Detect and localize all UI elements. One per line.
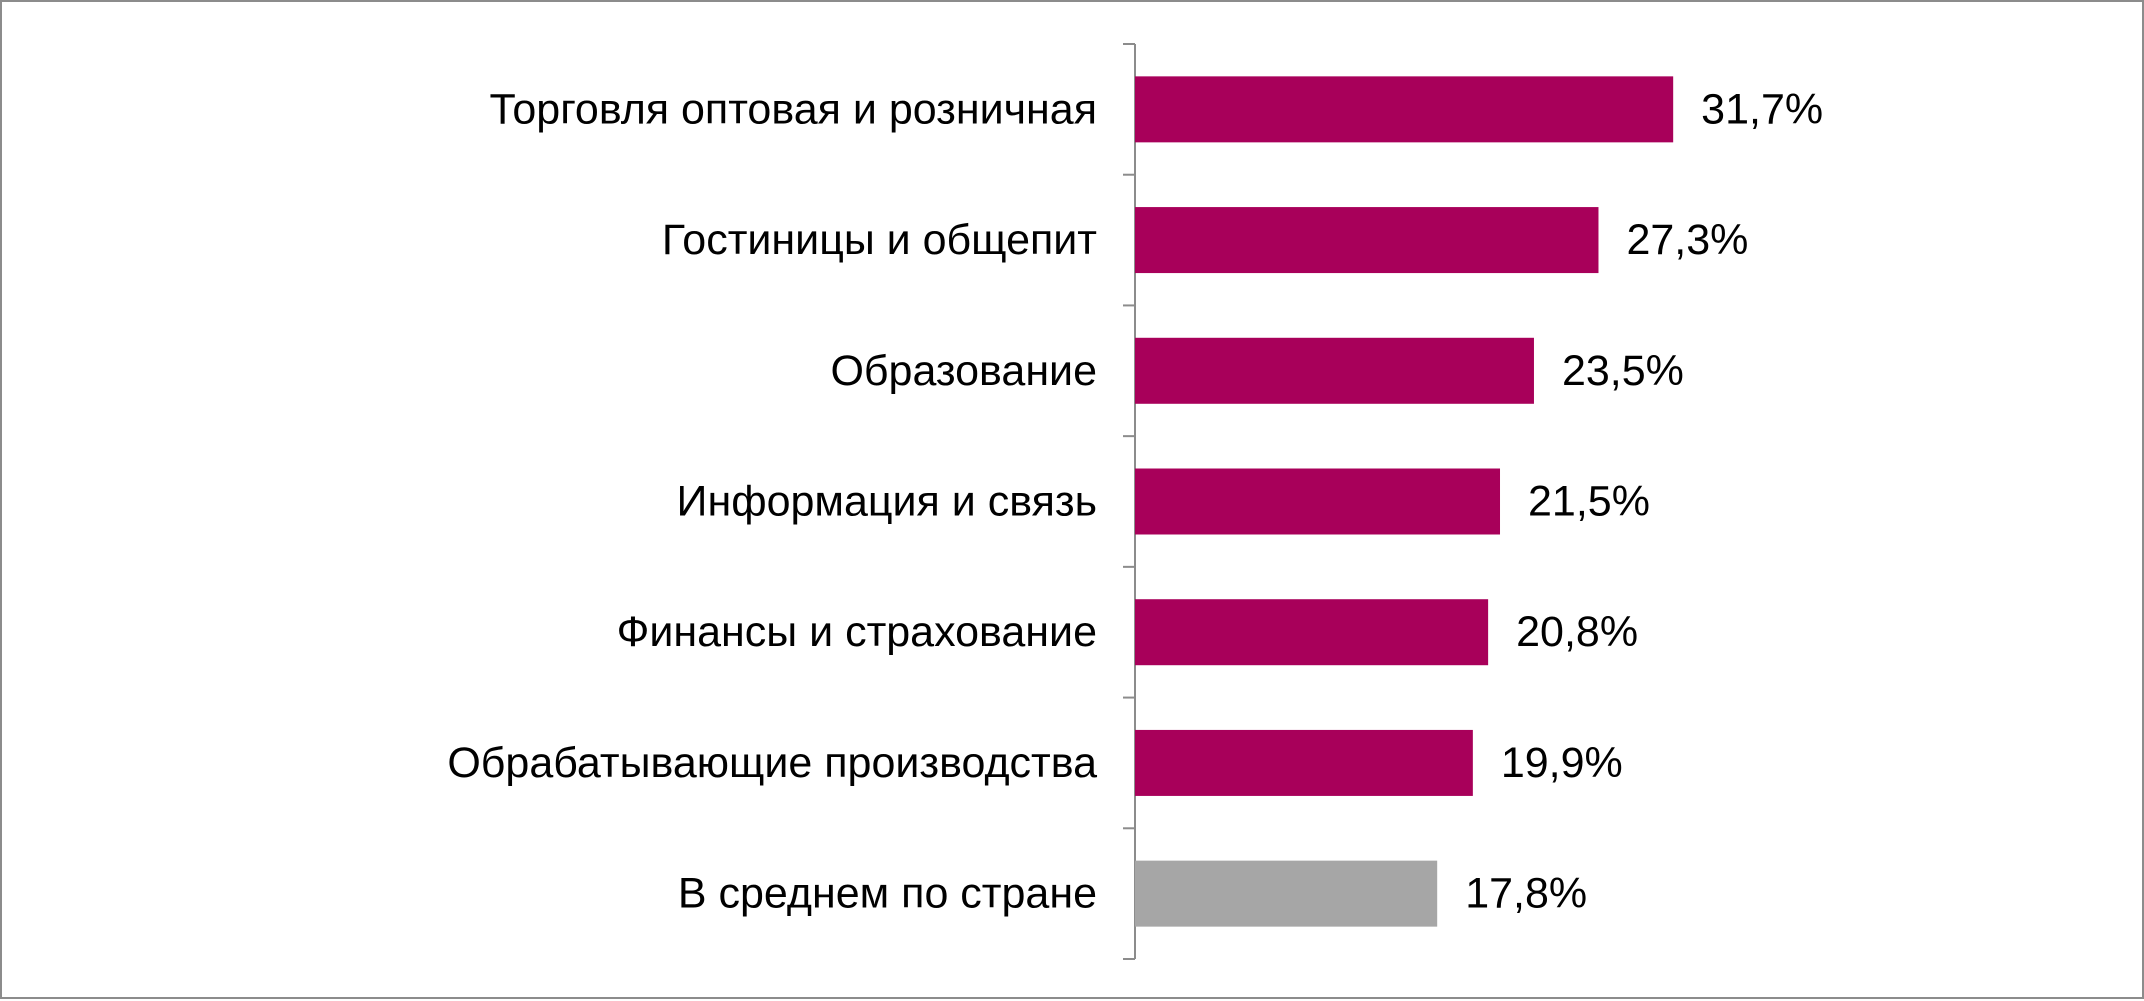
value-label: 17,8% [1465, 870, 1587, 918]
value-label: 23,5% [1562, 347, 1684, 395]
bar [1135, 76, 1674, 143]
category-labels: Торговля оптовая и розничная Гостиницы и … [447, 85, 1097, 917]
value-label: 27,3% [1626, 216, 1748, 264]
category-label: Обрабатывающие производства [447, 739, 1097, 787]
y-axis [1123, 43, 1136, 960]
value-label: 19,9% [1501, 739, 1623, 787]
bar [1135, 860, 1438, 927]
value-label: 31,7% [1701, 85, 1823, 133]
category-label: Информация и связь [677, 478, 1097, 526]
bar [1135, 337, 1534, 404]
bar [1135, 207, 1599, 274]
category-label: В среднем по стране [678, 870, 1097, 918]
value-label: 20,8% [1516, 608, 1638, 656]
bars [1135, 76, 1674, 927]
value-labels: 31,7% 27,3% 23,5% 21,5% 20,8% 19,9% 17,8% [1465, 85, 1823, 917]
bar [1135, 468, 1501, 535]
value-label: 21,5% [1528, 478, 1650, 526]
category-label: Торговля оптовая и розничная [489, 85, 1097, 133]
category-label: Финансы и страхование [617, 608, 1097, 656]
category-label: Образование [830, 347, 1097, 395]
bar [1135, 599, 1489, 666]
category-label: Гостиницы и общепит [662, 216, 1097, 264]
bar [1135, 729, 1473, 796]
